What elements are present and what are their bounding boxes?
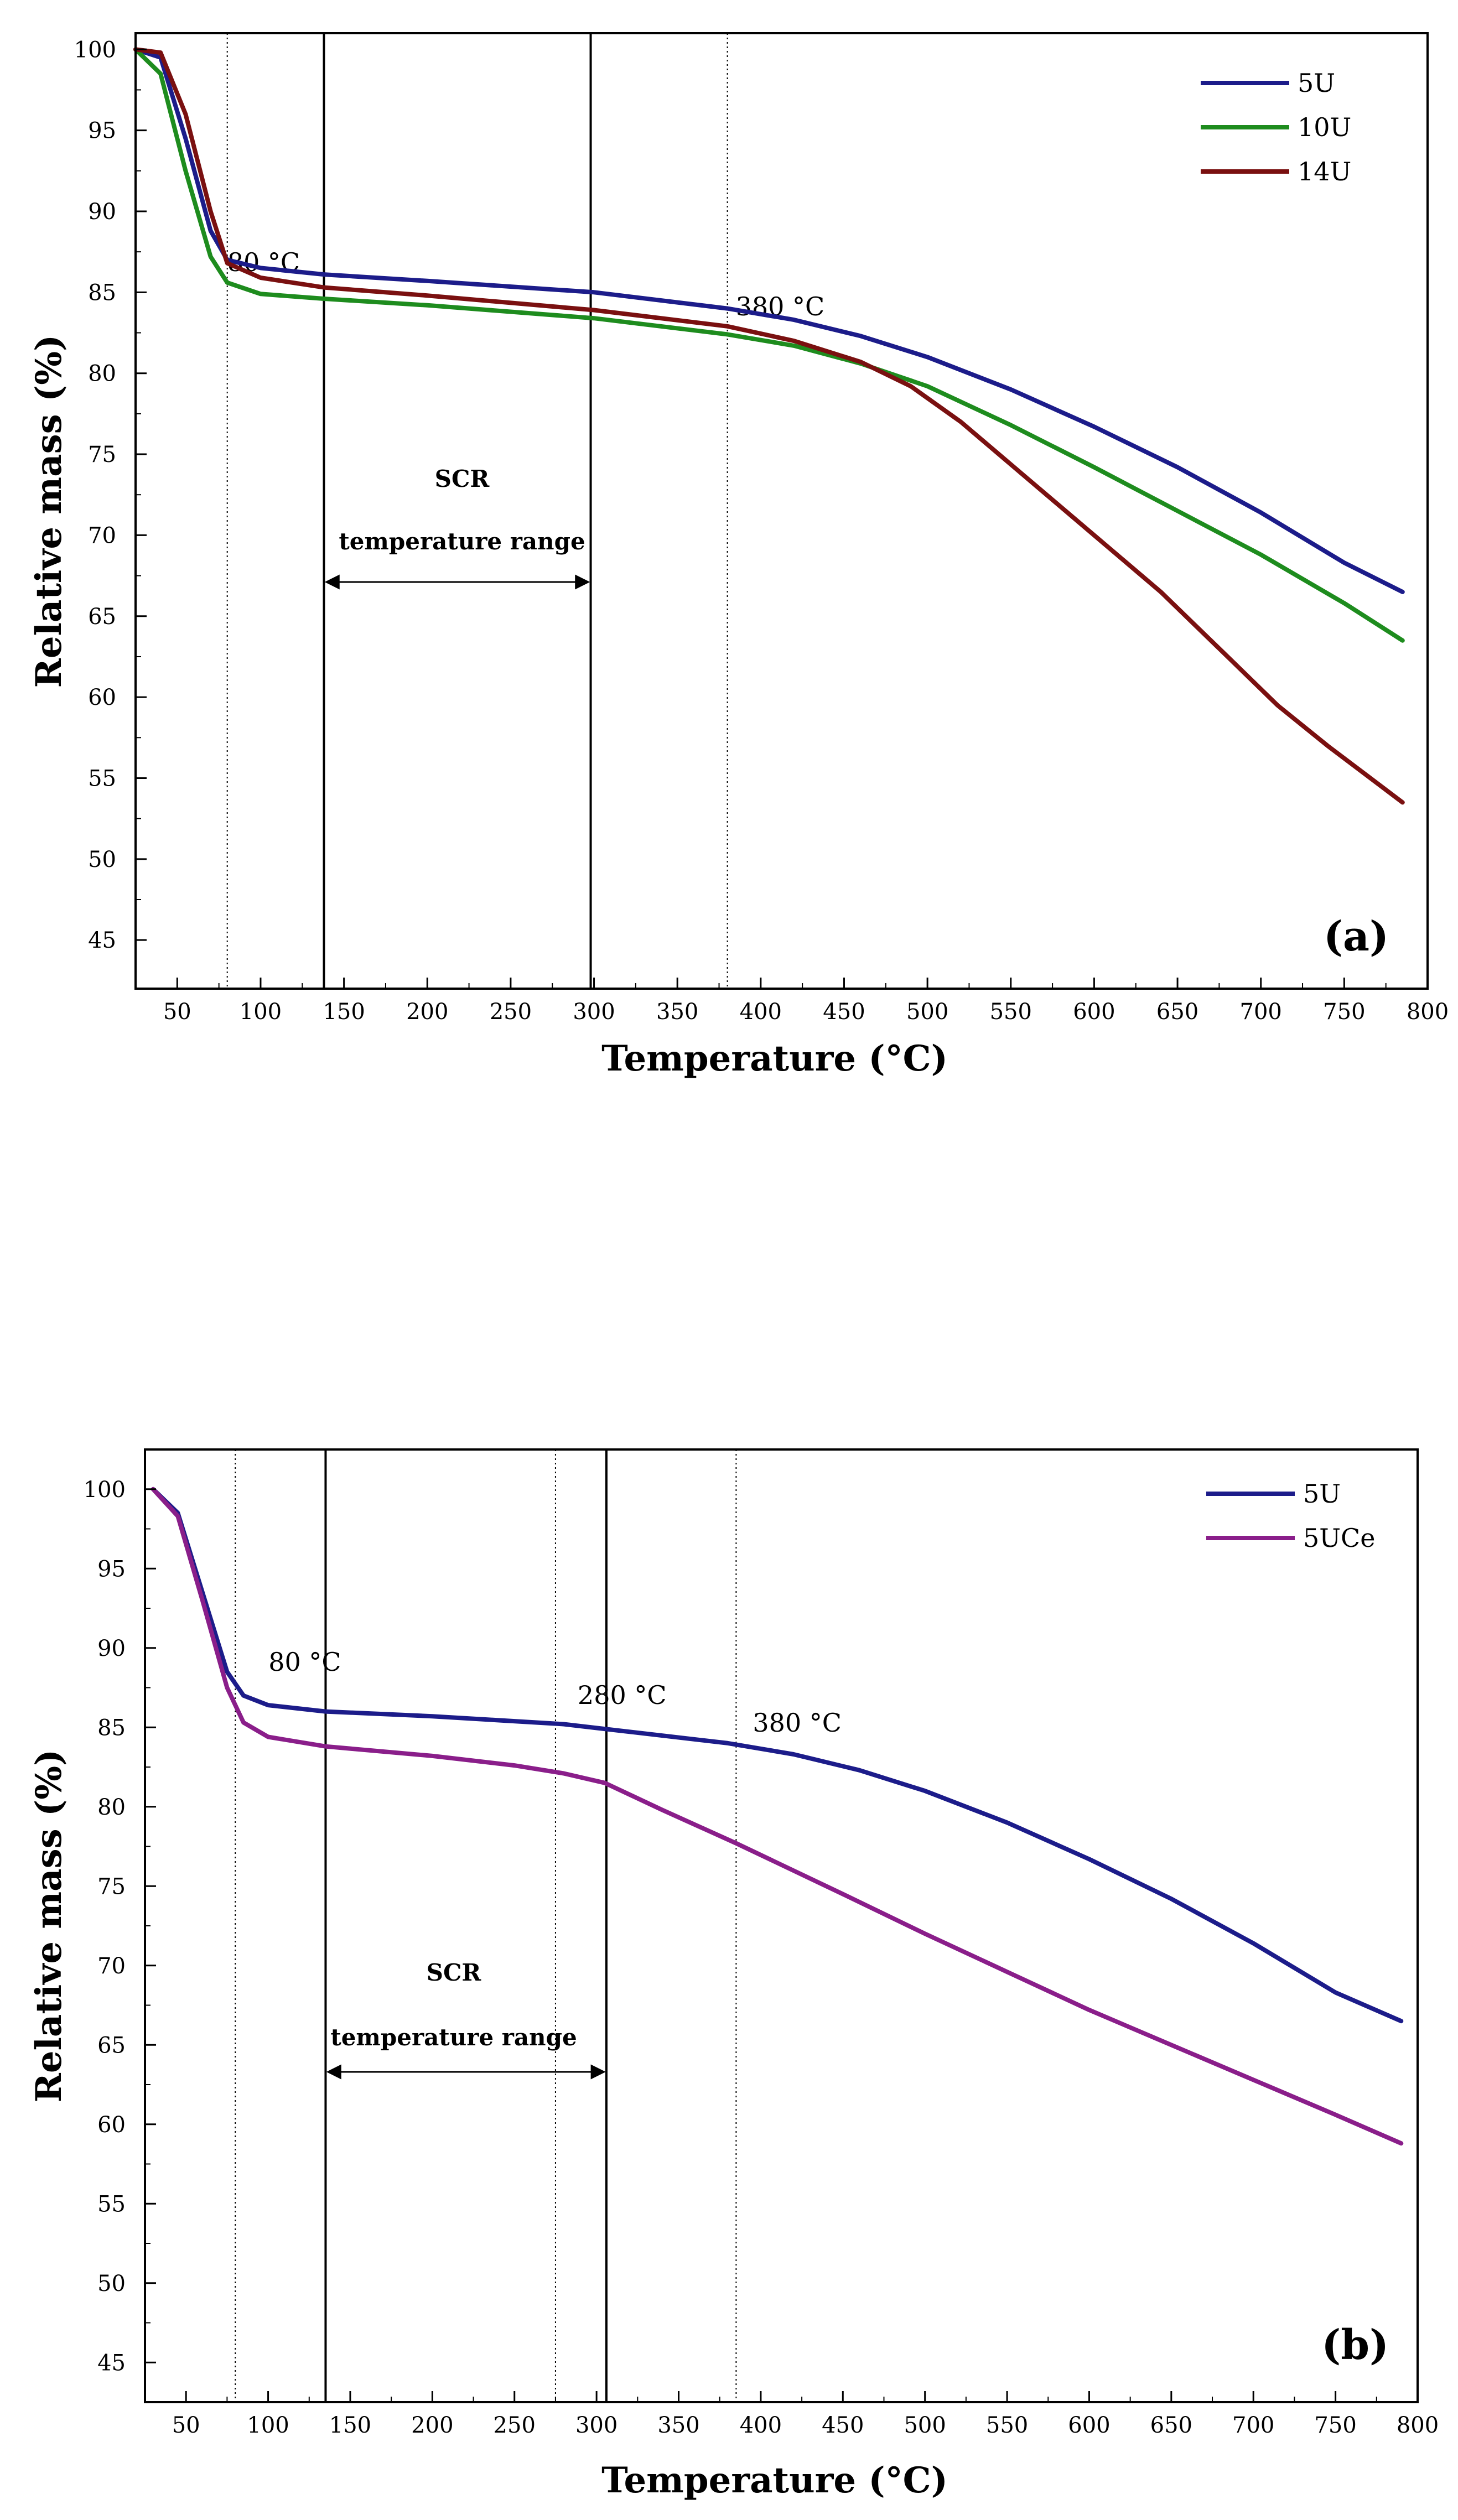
x-tick-label: 700 bbox=[1240, 999, 1282, 1025]
y-tick-label: 100 bbox=[74, 37, 116, 63]
legend-label: 14U bbox=[1298, 157, 1351, 186]
series-line-5U bbox=[133, 47, 1405, 594]
y-tick-label: 50 bbox=[88, 847, 116, 872]
x-tick-label: 600 bbox=[1068, 2413, 1110, 2438]
series-line-14U bbox=[133, 47, 1405, 805]
y-tick-label: 90 bbox=[97, 1636, 126, 1661]
x-tick-label: 650 bbox=[1156, 999, 1198, 1025]
x-tick-label: 750 bbox=[1323, 999, 1365, 1025]
x-tick-label: 350 bbox=[656, 999, 698, 1025]
legend-label: 5U bbox=[1298, 68, 1335, 98]
legend-label: 5UCe bbox=[1303, 1523, 1375, 1553]
temperature-range-label: temperature range bbox=[339, 528, 585, 555]
x-tick-label: 250 bbox=[494, 2413, 536, 2438]
reference-temp-label: 380 °C bbox=[753, 1708, 842, 1738]
plot-frame bbox=[134, 32, 1429, 990]
legend-label: 5U bbox=[1303, 1479, 1341, 1509]
x-tick-label: 300 bbox=[573, 999, 615, 1025]
y-tick-label: 85 bbox=[88, 280, 116, 305]
y-tick-label: 65 bbox=[88, 604, 116, 630]
plot-frame bbox=[144, 1448, 1419, 2403]
y-tick-label: 80 bbox=[88, 361, 116, 387]
panel-label: (a) bbox=[1324, 913, 1389, 960]
x-tick-label: 500 bbox=[904, 2413, 946, 2438]
panel-label: (b) bbox=[1321, 2321, 1389, 2369]
annotation-layer: SCR temperature range bbox=[326, 1959, 606, 2080]
y-tick-label: 85 bbox=[97, 1715, 126, 1740]
y-tick-label: 55 bbox=[88, 766, 116, 791]
y-tick-label: 70 bbox=[88, 523, 116, 548]
y-tick-label: 95 bbox=[88, 118, 116, 144]
x-tick-label: 50 bbox=[172, 2413, 200, 2438]
x-tick-label: 100 bbox=[240, 999, 282, 1025]
series-line-5UCe bbox=[151, 1487, 1404, 2146]
x-tick-label: 300 bbox=[575, 2413, 618, 2438]
x-tick-label: 400 bbox=[740, 2413, 782, 2438]
x-tick-label: 150 bbox=[323, 999, 365, 1025]
y-tick-label: 45 bbox=[97, 2350, 126, 2376]
x-tick-label: 250 bbox=[490, 999, 532, 1025]
y-tick-label: 50 bbox=[97, 2271, 126, 2296]
x-tick-label: 450 bbox=[822, 2413, 864, 2438]
x-tick-label: 100 bbox=[247, 2413, 289, 2438]
x-axis-title: Temperature (°C) bbox=[601, 2460, 948, 2501]
y-tick-label: 95 bbox=[97, 1556, 126, 1582]
series-layer bbox=[133, 47, 1405, 805]
y-tick-label: 65 bbox=[97, 2033, 126, 2058]
temperature-range-label: temperature range bbox=[330, 2024, 577, 2051]
ticks-layer: 50 100 150 200 250 300 350 400 450 500 550 600 650 70… bbox=[84, 1477, 1439, 2438]
x-tick-label: 450 bbox=[823, 999, 865, 1025]
y-tick-label: 75 bbox=[88, 442, 116, 467]
scr-label: SCR bbox=[435, 465, 490, 492]
y-axis-title: Relative mass (%) bbox=[28, 1749, 70, 2103]
y-tick-label: 100 bbox=[84, 1477, 126, 1503]
x-tick-label: 650 bbox=[1150, 2413, 1192, 2438]
reference-temp-label: 280 °C bbox=[578, 1680, 667, 1710]
x-tick-label: 550 bbox=[986, 2413, 1028, 2438]
x-tick-label: 200 bbox=[406, 999, 448, 1025]
x-tick-label: 150 bbox=[329, 2413, 371, 2438]
y-tick-label: 45 bbox=[88, 928, 116, 953]
x-axis-title: Temperature (°C) bbox=[601, 1038, 948, 1079]
scr-label: SCR bbox=[427, 1959, 482, 1986]
x-tick-label: 200 bbox=[411, 2413, 453, 2438]
legend: 5U 10U 14U bbox=[1201, 68, 1351, 186]
y-tick-label: 60 bbox=[88, 685, 116, 710]
series-line-5U bbox=[151, 1487, 1404, 2024]
legend: 5U 5UCe bbox=[1206, 1479, 1375, 1553]
x-tick-label: 800 bbox=[1407, 999, 1449, 1025]
x-tick-label: 350 bbox=[657, 2413, 699, 2438]
x-tick-label: 500 bbox=[906, 999, 948, 1025]
x-tick-label: 50 bbox=[163, 999, 191, 1025]
reference-temp-label: 80 °C bbox=[268, 1647, 341, 1677]
series-layer bbox=[151, 1487, 1404, 2146]
x-tick-label: 700 bbox=[1232, 2413, 1274, 2438]
x-tick-label: 400 bbox=[740, 999, 782, 1025]
x-tick-label: 550 bbox=[990, 999, 1032, 1025]
x-tick-label: 600 bbox=[1073, 999, 1115, 1025]
annotation-layer: SCR temperature range bbox=[324, 465, 590, 590]
ticks-layer: 50 100 150 200 250 300 350 400 450 500 550 600 650 70… bbox=[74, 37, 1449, 1025]
y-tick-label: 80 bbox=[97, 1795, 126, 1820]
y-tick-label: 90 bbox=[88, 199, 116, 225]
x-tick-label: 750 bbox=[1314, 2413, 1356, 2438]
y-tick-label: 75 bbox=[97, 1874, 126, 1899]
vline-layer: 80 °C 280 °C 380 °C bbox=[235, 1449, 842, 2402]
x-tick-label: 800 bbox=[1397, 2413, 1439, 2438]
y-tick-label: 55 bbox=[97, 2191, 126, 2217]
legend-label: 10U bbox=[1298, 112, 1351, 142]
chart-panel-b: 80 °C 280 °C 380 °C 50 100 150 200 250 300 350 40… bbox=[28, 1448, 1439, 2501]
y-axis-title: Relative mass (%) bbox=[28, 335, 70, 688]
series-line-10U bbox=[133, 47, 1405, 643]
y-tick-label: 60 bbox=[97, 2112, 126, 2138]
y-tick-label: 70 bbox=[97, 1953, 126, 1979]
